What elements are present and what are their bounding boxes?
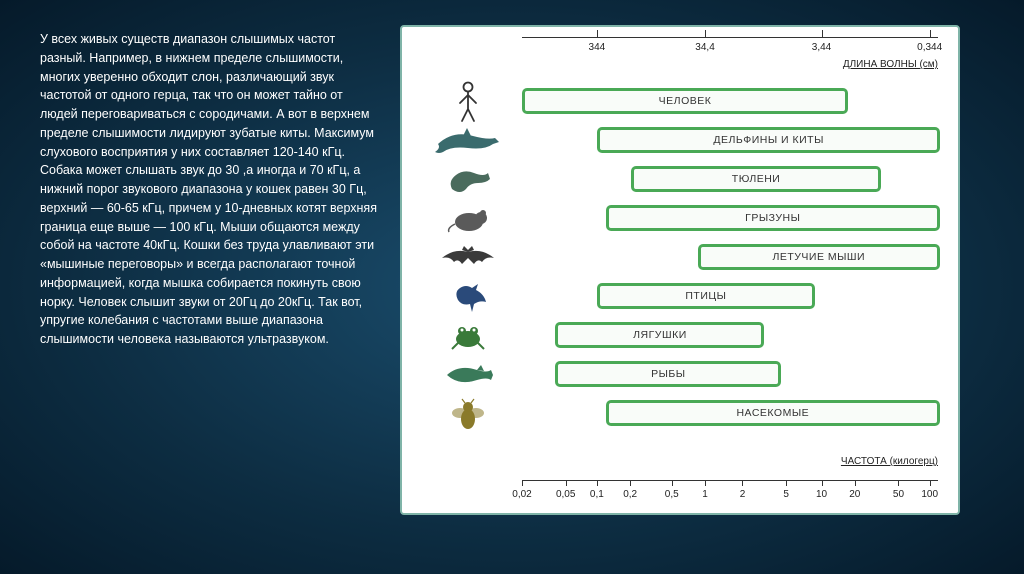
axis-top-tick <box>822 30 823 38</box>
bar-label: ЛЯГУШКИ <box>633 329 687 341</box>
axis-bottom-ticklabel: 0,5 <box>665 489 679 500</box>
bar-label: ПТИЦЫ <box>685 290 726 302</box>
range-bar: РЫБЫ <box>555 361 781 387</box>
axis-top-tick <box>930 30 931 38</box>
fish-icon <box>414 362 522 388</box>
axis-bottom-ticklabel: 0,05 <box>556 489 575 500</box>
bar-label: ТЮЛЕНИ <box>732 173 781 185</box>
axis-bottom-tick <box>672 480 673 486</box>
axis-bottom-tick <box>822 480 823 486</box>
axis-top-title: ДЛИНА ВОЛНЫ (см) <box>843 59 938 70</box>
bat-icon <box>414 244 522 272</box>
axis-top-ticklabel: 344 <box>589 42 606 53</box>
chart-row: ГРЫЗУНЫ <box>414 200 940 237</box>
axis-bottom-ticklabel: 20 <box>849 489 860 500</box>
axis-top-ticklabel: 3,44 <box>812 42 831 53</box>
axis-top-tick <box>597 30 598 38</box>
human-icon <box>414 81 522 123</box>
axis-bottom-tick <box>786 480 787 486</box>
bar-cell: ТЮЛЕНИ <box>522 166 940 194</box>
bar-cell: ЧЕЛОВЕК <box>522 88 940 116</box>
axis-bottom-ticklabel: 5 <box>783 489 789 500</box>
axis-bottom-ticklabel: 50 <box>893 489 904 500</box>
chart-panel: 344 34,4 3,44 0,344 ДЛИНА ВОЛНЫ (см) ЧЕЛОВЕ… <box>400 0 1024 574</box>
chart-row: ЛЯГУШКИ <box>414 317 940 354</box>
axis-bottom-tick <box>597 480 598 486</box>
chart-row: НАСЕКОМЫЕ <box>414 395 940 432</box>
axis-bottom-ticklabel: 1 <box>702 489 708 500</box>
bird-icon <box>414 280 522 314</box>
range-bar: ГРЫЗУНЫ <box>606 205 940 231</box>
axis-bottom-tick <box>630 480 631 486</box>
insect-icon <box>414 397 522 431</box>
text-panel: У всех живых существ диапазон слышимых ч… <box>0 0 400 574</box>
axis-top-ticklabel: 0,344 <box>917 42 942 53</box>
bar-cell: ЛЕТУЧИЕ МЫШИ <box>522 244 940 272</box>
range-bar: ТЮЛЕНИ <box>631 166 882 192</box>
frog-icon <box>414 321 522 351</box>
rodent-icon <box>414 204 522 234</box>
bar-cell: РЫБЫ <box>522 361 940 389</box>
axis-bottom-tick <box>522 480 523 486</box>
range-bar: ЧЕЛОВЕК <box>522 88 848 114</box>
bar-label: ДЕЛЬФИНЫ И КИТЫ <box>713 134 824 146</box>
bar-label: ГРЫЗУНЫ <box>745 212 800 224</box>
axis-bottom-ticklabel: 0,1 <box>590 489 604 500</box>
bar-label: ЧЕЛОВЕК <box>659 95 712 107</box>
range-bar: НАСЕКОМЫЕ <box>606 400 940 426</box>
axis-bottom-tick <box>898 480 899 486</box>
axis-bottom-tick <box>742 480 743 486</box>
bar-cell: ПТИЦЫ <box>522 283 940 311</box>
axis-bottom-ticklabel: 0,2 <box>623 489 637 500</box>
bar-cell: НАСЕКОМЫЕ <box>522 400 940 428</box>
axis-bottom-ticklabel: 2 <box>740 489 746 500</box>
chart-body: ЧЕЛОВЕК ДЕЛЬФИНЫ И КИТЫ ТЮЛЕНИ ГРЫЗУНЫ ЛЕТУЧ… <box>414 83 940 443</box>
axis-bottom-ticklabel: 0,02 <box>512 489 531 500</box>
chart-row: ТЮЛЕНИ <box>414 161 940 198</box>
chart-row: РЫБЫ <box>414 356 940 393</box>
chart-row: ПТИЦЫ <box>414 278 940 315</box>
seal-icon <box>414 163 522 197</box>
bar-cell: ДЕЛЬФИНЫ И КИТЫ <box>522 127 940 155</box>
chart-frame: 344 34,4 3,44 0,344 ДЛИНА ВОЛНЫ (см) ЧЕЛОВЕ… <box>400 25 960 515</box>
bar-cell: ГРЫЗУНЫ <box>522 205 940 233</box>
bar-label: НАСЕКОМЫЕ <box>736 407 809 419</box>
chart-row: ЛЕТУЧИЕ МЫШИ <box>414 239 940 276</box>
body-text: У всех живых существ диапазон слышимых ч… <box>40 30 380 349</box>
range-bar: ДЕЛЬФИНЫ И КИТЫ <box>597 127 940 153</box>
bar-cell: ЛЯГУШКИ <box>522 322 940 350</box>
axis-bottom: 0,020,050,10,20,5125102050100 <box>522 461 938 481</box>
bar-label: ЛЕТУЧИЕ МЫШИ <box>772 251 865 263</box>
bar-label: РЫБЫ <box>651 368 685 380</box>
range-bar: ЛЯГУШКИ <box>555 322 764 348</box>
range-bar: ЛЕТУЧИЕ МЫШИ <box>698 244 940 270</box>
chart-row: ЧЕЛОВЕК <box>414 83 940 120</box>
axis-bottom-tick <box>855 480 856 486</box>
axis-bottom-tick <box>930 480 931 486</box>
chart-row: ДЕЛЬФИНЫ И КИТЫ <box>414 122 940 159</box>
axis-top-ticklabel: 34,4 <box>695 42 714 53</box>
range-bar: ПТИЦЫ <box>597 283 814 309</box>
axis-bottom-tick <box>705 480 706 486</box>
axis-bottom-ticklabel: 10 <box>816 489 827 500</box>
axis-top-tick <box>705 30 706 38</box>
dolphin-icon <box>414 124 522 158</box>
axis-bottom-tick <box>566 480 567 486</box>
axis-bottom-ticklabel: 100 <box>921 489 938 500</box>
